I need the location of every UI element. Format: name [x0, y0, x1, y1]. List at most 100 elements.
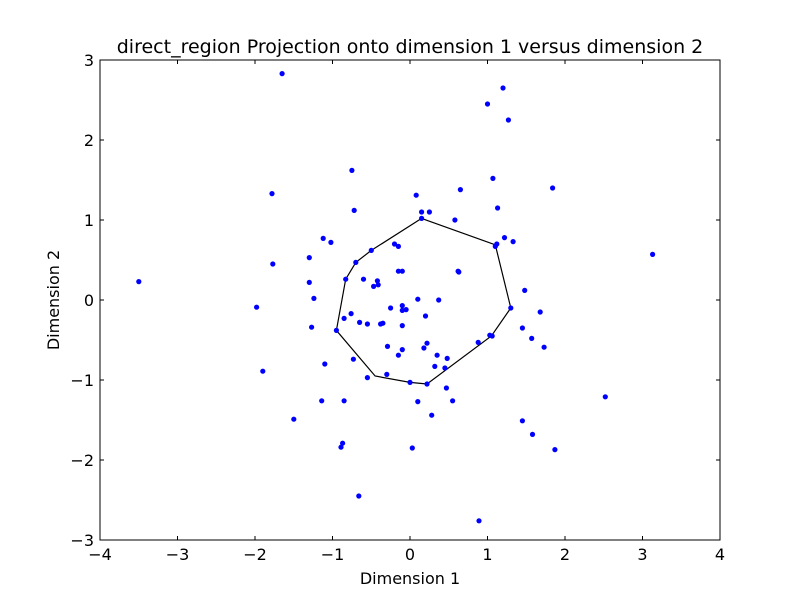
- scatter-point: [343, 276, 349, 282]
- x-tick-label: 1: [482, 545, 492, 564]
- scatter-point: [552, 447, 558, 453]
- scatter-point: [395, 243, 401, 249]
- scatter-point: [349, 167, 355, 173]
- scatter-point: [444, 355, 450, 361]
- scatter-point: [505, 117, 511, 123]
- scatter-point: [450, 398, 456, 404]
- y-tick-label: −3: [70, 531, 94, 550]
- x-tick-label: 4: [715, 545, 725, 564]
- scatter-point: [374, 278, 380, 284]
- scatter-point: [380, 320, 386, 326]
- scatter-point: [319, 398, 325, 404]
- y-tick-label: 1: [84, 211, 94, 230]
- scatter-point: [364, 321, 370, 327]
- scatter-point: [395, 352, 401, 358]
- scatter-point: [279, 71, 285, 77]
- scatter-point: [403, 307, 409, 313]
- scatter-point: [500, 85, 506, 91]
- scatter-point: [351, 207, 357, 213]
- scatter-point: [371, 283, 377, 289]
- scatter-point: [364, 375, 370, 381]
- y-axis-label: Dimension 2: [44, 250, 63, 350]
- scatter-point: [510, 239, 516, 245]
- scatter-point: [311, 295, 317, 301]
- scatter-point: [650, 251, 656, 257]
- chart-title: direct_region Projection onto dimension …: [117, 36, 704, 58]
- x-tick-label: −4: [88, 545, 112, 564]
- scatter-point: [384, 343, 391, 349]
- scatter-point: [422, 313, 429, 319]
- scatter-point: [384, 371, 390, 377]
- scatter-point: [368, 247, 374, 253]
- scatter-point: [136, 279, 142, 285]
- scatter-point: [306, 255, 312, 261]
- scatter-point: [457, 187, 463, 193]
- scatter-point: [415, 399, 421, 405]
- scatter-point: [254, 304, 260, 310]
- scatter-point: [443, 385, 449, 391]
- scatter-point: [489, 333, 495, 339]
- scatter-point: [452, 217, 458, 223]
- x-axis-label: Dimension 1: [360, 569, 460, 588]
- scatter-point: [602, 394, 608, 400]
- scatter-point: [375, 282, 381, 288]
- scatter-point: [501, 235, 508, 241]
- x-tick-label: −2: [243, 545, 267, 564]
- scatter-point: [407, 379, 413, 385]
- scatter-point: [426, 209, 432, 215]
- scatter-point: [338, 444, 344, 450]
- scatter-point: [260, 368, 266, 374]
- scatter-point: [340, 440, 346, 446]
- scatter-point: [475, 339, 481, 345]
- scatter-point: [309, 324, 315, 330]
- plot-area: [99, 59, 721, 541]
- scatter-point: [353, 259, 359, 265]
- scatter-point: [360, 276, 367, 282]
- scatter-point: [541, 344, 547, 350]
- scatter-point: [494, 241, 500, 247]
- scatter-point: [529, 431, 536, 437]
- scatter-point: [350, 356, 356, 362]
- scatter-point: [432, 363, 438, 369]
- y-tick-label: −1: [70, 371, 94, 390]
- scatter-point: [456, 269, 462, 275]
- scatter-point: [270, 261, 276, 267]
- scatter-point: [419, 215, 425, 221]
- points-layer: [136, 71, 656, 524]
- scatter-point: [522, 287, 528, 293]
- scatter-point: [508, 305, 514, 311]
- y-tick-label: 3: [84, 51, 94, 70]
- scatter-point: [424, 340, 430, 346]
- y-tick-label: 2: [84, 131, 94, 150]
- scatter-point: [409, 445, 415, 451]
- scatter-point: [436, 297, 442, 303]
- scatter-point: [291, 416, 297, 422]
- scatter-point: [442, 365, 448, 371]
- scatter-point: [421, 345, 427, 351]
- scatter-point: [484, 101, 491, 107]
- scatter-point: [269, 191, 275, 197]
- scatter-point: [476, 518, 482, 524]
- scatter-point: [322, 361, 328, 367]
- scatter-point: [490, 175, 496, 181]
- scatter-point: [328, 239, 334, 245]
- scatter-point: [529, 335, 535, 341]
- scatter-point: [415, 296, 421, 302]
- x-tick-label: −1: [321, 545, 345, 564]
- scatter-point: [341, 398, 347, 404]
- scatter-point: [434, 352, 440, 358]
- x-tick-label: 3: [637, 545, 647, 564]
- hull-line: [335, 217, 512, 385]
- scatter-point: [391, 241, 398, 247]
- y-tick-label: 0: [84, 291, 94, 310]
- scatter-point: [399, 347, 405, 353]
- scatter-point: [399, 323, 405, 329]
- x-tick-label: 2: [560, 545, 570, 564]
- scatter-point: [341, 315, 347, 321]
- scatter-point: [388, 305, 394, 311]
- scatter-point: [537, 309, 543, 315]
- x-tick-label: 0: [405, 545, 415, 564]
- hull-layer: [335, 217, 512, 385]
